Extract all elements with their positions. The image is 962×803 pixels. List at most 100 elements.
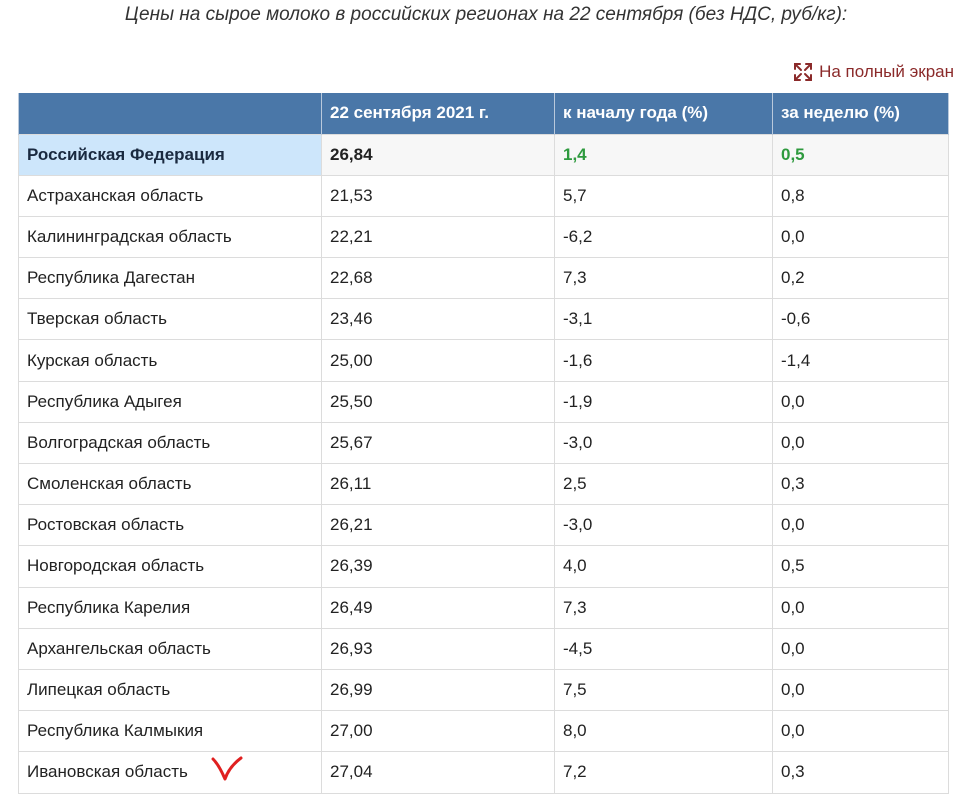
cell-price-text: 26,93 [330, 638, 373, 658]
handwritten-checkmark-icon [210, 755, 244, 790]
table-row: Курская область 25,00 -1,6 -1,4 [18, 339, 949, 382]
fullscreen-link[interactable]: На полный экран [793, 60, 954, 84]
cell-week-change: 0,0 [772, 710, 949, 753]
cell-year-change-text: 7,3 [563, 597, 587, 617]
cell-price: 26,39 [321, 545, 555, 588]
cell-price: 26,21 [321, 504, 555, 547]
table-row-total: Российская Федерация 26,84 1,4 0,5 [18, 133, 949, 176]
header-price: 22 сентября 2021 г. [321, 93, 555, 134]
cell-year-change: 2,5 [554, 462, 773, 506]
cell-region-text: Архангельская область [27, 638, 211, 658]
cell-price: 27,04 [321, 751, 555, 794]
cell-week-change: 0,0 [772, 627, 949, 670]
cell-region: Волгоградская область [18, 421, 322, 465]
cell-region-text: Липецкая область [27, 680, 171, 700]
cell-year-change-text: -1,9 [563, 391, 593, 411]
cell-year-change: -6,2 [554, 215, 773, 259]
cell-year-change: -1,9 [554, 380, 773, 423]
cell-price-text: 22,21 [330, 226, 373, 246]
cell-year-change: -3,1 [554, 298, 773, 341]
cell-region-text: Ростовская область [27, 515, 185, 535]
cell-price-text: 25,50 [330, 391, 373, 411]
table-row: Ростовская область 26,21 -3,0 0,0 [18, 504, 949, 547]
cell-year-change: -3,0 [554, 504, 773, 547]
cell-region-text: Ивановская область [27, 761, 188, 781]
cell-price: 22,68 [321, 257, 555, 300]
cell-week-change-text: 0,0 [781, 391, 805, 411]
cell-week-change-text: 0,0 [781, 432, 805, 452]
cell-price: 26,93 [321, 627, 555, 670]
cell-week-change-text: 0,0 [781, 721, 805, 741]
cell-week-change-text: -1,4 [781, 350, 811, 370]
cell-year-change: -4,5 [554, 627, 773, 670]
cell-region: Республика Дагестан [18, 257, 322, 300]
cell-year-change-text: 8,0 [563, 721, 587, 741]
cell-price-text: 23,46 [330, 309, 373, 329]
cell-week-change-text: -0,6 [781, 309, 811, 329]
cell-price-text: 27,04 [330, 762, 373, 782]
cell-year-change-text: 7,2 [563, 762, 587, 782]
cell-week-change: 0,3 [772, 462, 949, 506]
cell-year-change-text: -4,5 [563, 638, 593, 658]
cell-year-change-text: 2,5 [563, 474, 587, 494]
cell-region: Смоленская область [18, 462, 322, 506]
table-row: Республика Калмыкия 27,00 8,0 0,0 [18, 710, 949, 753]
cell-week-change: 0,0 [772, 504, 949, 547]
cell-year-change: 4,0 [554, 545, 773, 588]
cell-year-change-text: 5,7 [563, 185, 587, 205]
header-year-change: к началу года (%) [554, 93, 773, 134]
cell-year-change-text: -3,1 [563, 309, 593, 329]
cell-region-text: Новгородская область [27, 556, 205, 576]
cell-region-text: Смоленская область [27, 474, 192, 494]
table-row: Ивановская область 27,04 7,2 0,3 [18, 751, 949, 794]
cell-week-change: 0,0 [772, 668, 949, 712]
cell-year-change: -3,0 [554, 421, 773, 465]
cell-region: Республика Адыгея [18, 380, 322, 423]
table-row: Тверская область 23,46 -3,1 -0,6 [18, 298, 949, 341]
cell-region: Республика Карелия [18, 586, 322, 629]
table-row: Архангельская область 26,93 -4,5 0,0 [18, 627, 949, 670]
cell-week-change: 0,8 [772, 174, 949, 217]
cell-region: Липецкая область [18, 668, 322, 712]
cell-year-change-text: -3,0 [563, 515, 593, 535]
cell-week-change-text: 0,5 [781, 556, 805, 576]
prices-table-container: 22 сентября 2021 г. к началу года (%) за… [18, 93, 949, 794]
cell-week-change: 0,0 [772, 586, 949, 629]
cell-week-change-text: 0,0 [781, 226, 805, 246]
cell-week-change-text: 0,2 [781, 268, 805, 288]
table-caption: Цены на сырое молоко в российских регион… [124, 4, 848, 25]
cell-year-change-text: 7,3 [563, 268, 587, 288]
fullscreen-label: На полный экран [819, 62, 954, 81]
table-row: Республика Карелия 26,49 7,3 0,0 [18, 586, 949, 629]
cell-year-change: 5,7 [554, 174, 773, 217]
cell-week-change: 0,3 [772, 751, 949, 794]
cell-week-change: -1,4 [772, 339, 949, 382]
cell-region: Ивановская область [18, 751, 322, 794]
cell-price: 26,49 [321, 586, 555, 629]
table-row: Астраханская область 21,53 5,7 0,8 [18, 174, 949, 217]
milk-prices-table: 22 сентября 2021 г. к началу года (%) за… [18, 93, 949, 794]
cell-region-text: Республика Калмыкия [27, 721, 204, 741]
cell-week-change: 0,2 [772, 257, 949, 300]
cell-region: Астраханская область [18, 174, 322, 217]
table-row: Республика Адыгея 25,50 -1,9 0,0 [18, 380, 949, 423]
table-row: Калининградская область 22,21 -6,2 0,0 [18, 215, 949, 259]
expand-arrows-icon [793, 62, 813, 82]
cell-week-change-text: 0,0 [781, 515, 805, 535]
table-header-row: 22 сентября 2021 г. к началу года (%) за… [18, 93, 949, 134]
cell-price-text: 25,00 [330, 350, 373, 370]
cell-region-text: Курская область [27, 350, 158, 370]
table-row: Липецкая область 26,99 7,5 0,0 [18, 668, 949, 712]
cell-week-change: 0,5 [772, 133, 949, 176]
cell-region: Курская область [18, 339, 322, 382]
cell-region: Архангельская область [18, 627, 322, 670]
cell-week-change: -0,6 [772, 298, 949, 341]
cell-year-change-text: -3,0 [563, 432, 593, 452]
cell-price-text: 26,11 [330, 474, 372, 494]
cell-year-change-text: 7,5 [563, 680, 587, 700]
cell-year-change: 8,0 [554, 710, 773, 753]
cell-region: Новгородская область [18, 545, 322, 588]
cell-price: 26,84 [321, 133, 555, 176]
cell-year-change: 7,3 [554, 257, 773, 300]
cell-price-text: 22,68 [330, 268, 373, 288]
